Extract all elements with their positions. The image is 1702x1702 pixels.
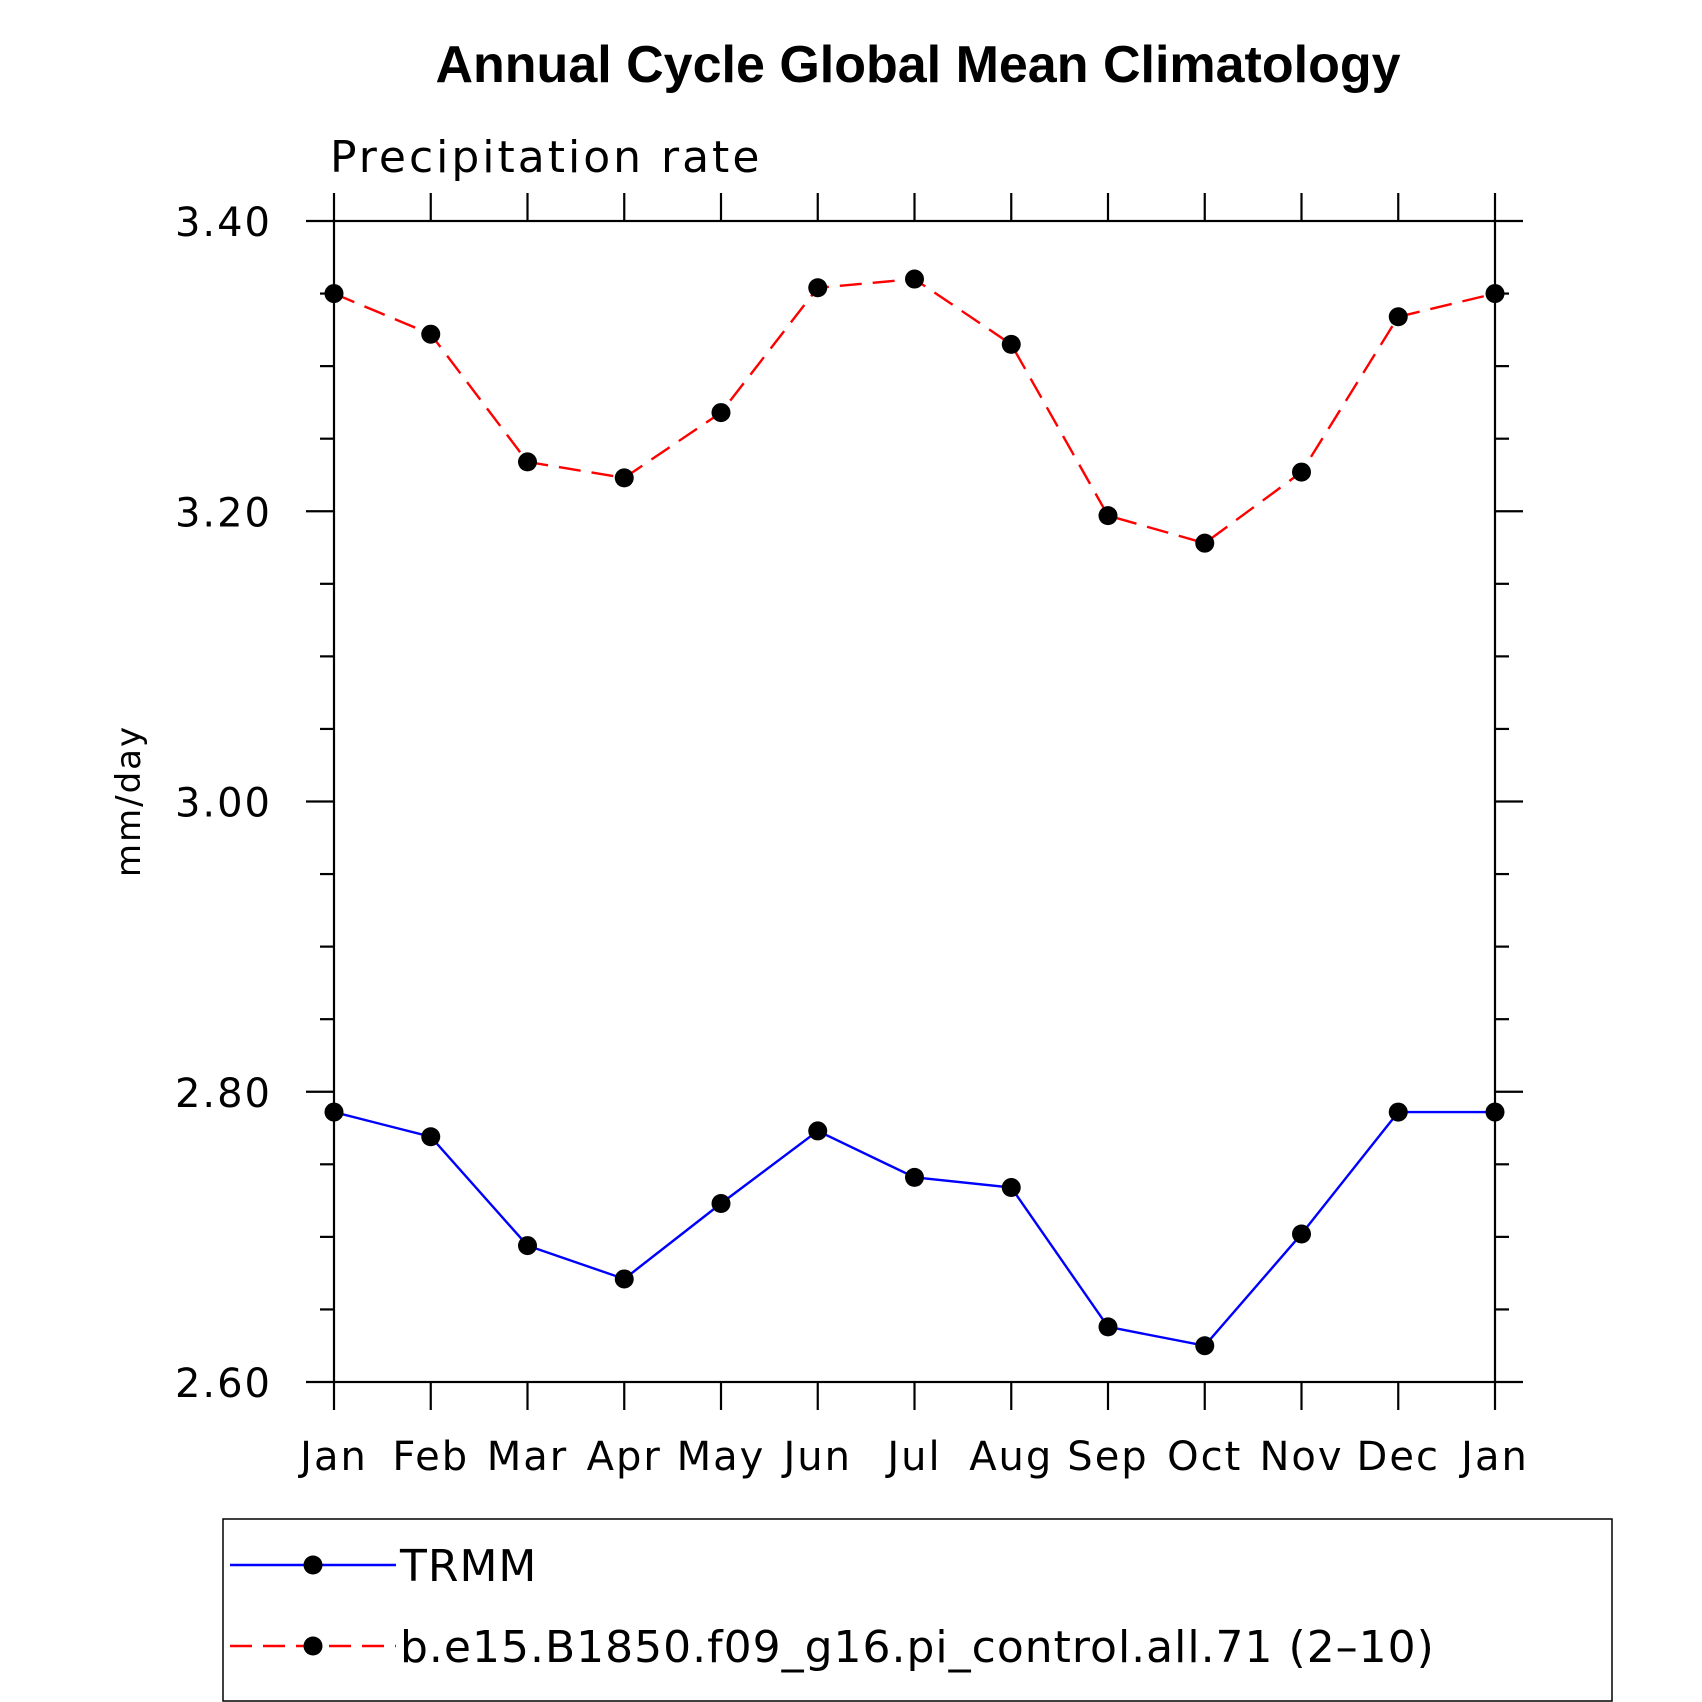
legend-label: TRMM [399,1541,537,1592]
data-point [614,468,634,488]
x-tick-label: Nov [1259,1434,1343,1480]
data-point [421,1127,441,1147]
data-point [1388,307,1408,327]
axes: Jan Feb Mar Apr May Jun Jul Aug Sep Oct Nov Dec Jan 2… [175,193,1529,1480]
series-line [333,1110,1495,1348]
data-point [421,324,441,344]
x-tick-label: Oct [1167,1434,1242,1480]
data-point [614,1269,634,1289]
data-point [1001,334,1021,354]
legend: TRMM b.e15.B1850.f09_g16.pi_control.all.7… [222,1518,1613,1702]
data-point [1388,1102,1408,1122]
data-point [1485,1102,1505,1122]
legend-marker [303,1555,323,1575]
y-tick-label: 2.80 [175,1071,272,1117]
data-point [1485,284,1505,304]
x-tick-label: Jan [297,1434,368,1480]
data-point [808,278,828,298]
y-tick-label: 2.60 [175,1361,272,1407]
x-tick-label: Apr [587,1434,662,1480]
data-point [1195,1336,1215,1356]
y-tick-label: 3.40 [175,200,272,246]
x-tick-label: Feb [392,1434,469,1480]
x-tick-label: Jun [781,1434,853,1480]
legend-marker [303,1636,323,1656]
legend-label: b.e15.B1850.f09_g16.pi_control.all.71 (2… [400,1622,1435,1673]
series [324,269,1505,553]
data-point [905,269,924,289]
x-tick-label: Jul [884,1434,941,1480]
chart-subtitle: Precipitation rate [330,132,762,183]
y-axis-label: mm/day [109,725,149,877]
chart-title: Annual Cycle Global Mean Climatology [435,36,1400,94]
legend-box [222,1518,1613,1702]
y-tick-label: 3.20 [175,490,272,536]
x-tick-label: May [677,1434,766,1480]
data-point [1292,1224,1311,1244]
data-point [1195,533,1215,553]
data-point [324,1102,344,1122]
legend-entry: b.e15.B1850.f09_g16.pi_control.all.71 (2… [230,1622,1435,1673]
data-point [711,1193,731,1213]
x-tick-label: Mar [487,1434,568,1480]
data-point [808,1121,828,1141]
legend-entry: TRMM [230,1541,537,1592]
data-point [518,1236,537,1256]
y-tick-label: 3.00 [175,781,272,827]
x-tick-label: Sep [1067,1434,1148,1480]
data-point [1001,1178,1021,1198]
data-point [324,284,344,304]
data-point [711,403,731,423]
data-point [1098,1317,1118,1337]
x-tick-label: Jan [1458,1434,1529,1480]
series-line [333,277,1496,545]
series [324,1102,1505,1356]
data-point [1292,462,1311,482]
data-point [1098,506,1118,526]
data-point [905,1167,924,1187]
series-layer [324,269,1505,1356]
x-tick-label: Aug [969,1434,1053,1480]
x-tick-label: Dec [1357,1434,1440,1480]
data-point [518,452,537,472]
